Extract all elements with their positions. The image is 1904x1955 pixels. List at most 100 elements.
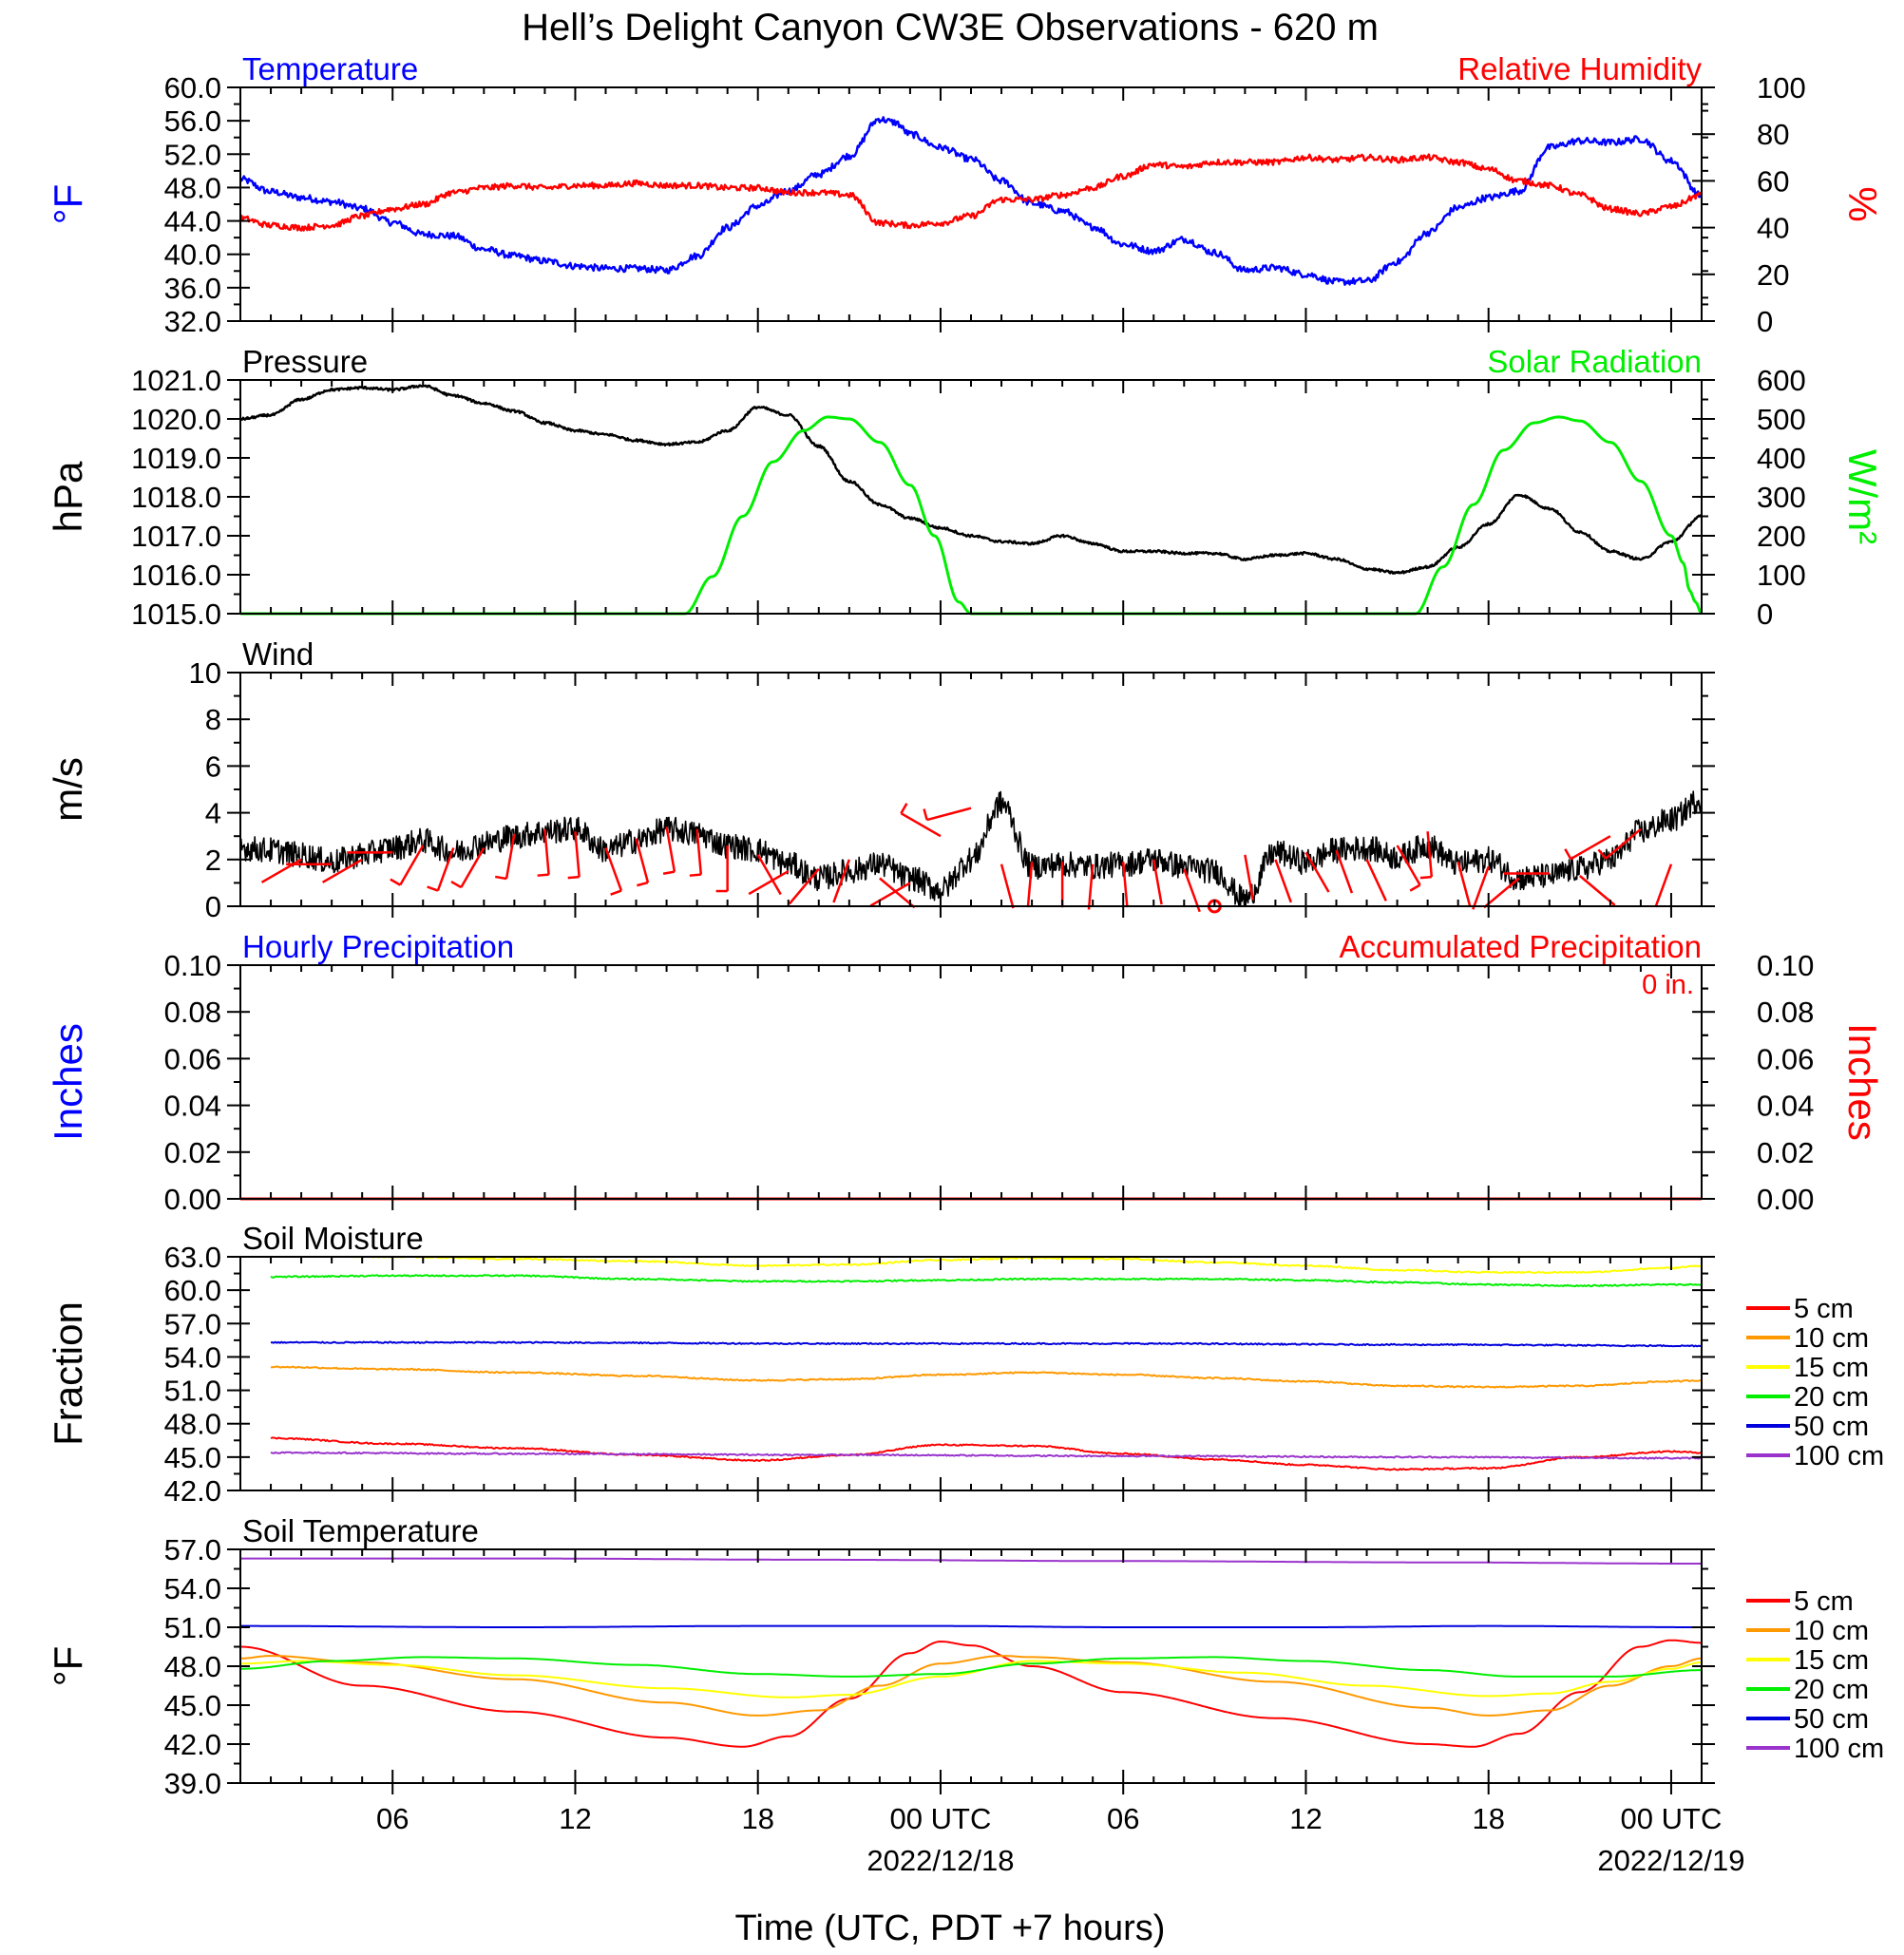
soil-temperature-line (240, 1656, 1702, 1678)
y-tick-label: 56.0 (164, 104, 221, 138)
panel-title-left: Pressure (242, 344, 368, 379)
lines-layer (238, 116, 1704, 1748)
wind-barb (879, 877, 916, 909)
wind-barb (756, 854, 782, 896)
y-tick-label: 1018.0 (131, 481, 221, 514)
x-tick-label: 18 (741, 1802, 773, 1835)
y2-tick-label: 0.06 (1757, 1042, 1814, 1075)
wind-barb (604, 847, 623, 892)
panel-title-left: Soil Moisture (242, 1221, 424, 1256)
y-tick-label: 45.0 (164, 1689, 221, 1722)
y-tick-label: 2 (205, 844, 221, 877)
wind-barb (926, 807, 972, 822)
y-tick-label: 0.04 (164, 1090, 221, 1123)
x-axis-label: Time (UTC, PDT +7 hours) (735, 1908, 1166, 1948)
y-tick-label: 10 (189, 656, 221, 690)
temperature-line (238, 116, 1703, 286)
y-tick-label: 44.0 (164, 205, 221, 238)
humidity-line (238, 153, 1704, 232)
y-tick-label: 0 (205, 890, 221, 923)
soil-temperature-panel-frame (239, 1548, 1703, 1784)
wind-barb-flag (537, 873, 549, 877)
y-tick-label: 42.0 (164, 1474, 221, 1508)
wind-barb (460, 846, 486, 888)
panel-title-right: Solar Radiation (1487, 344, 1702, 379)
accumulated-precip-total: 0 in. (1642, 970, 1694, 1000)
y-tick-label: 1020.0 (131, 403, 221, 436)
y-tick-label: 51.0 (164, 1375, 221, 1408)
y2-tick-label: 0.10 (1757, 949, 1814, 982)
y2-tick-label: 20 (1757, 258, 1789, 292)
y-axis-label: °F (46, 184, 90, 224)
soil-temperature-line (240, 1624, 1702, 1628)
soil-moisture-line (270, 1340, 1703, 1348)
wind-barb (436, 847, 455, 892)
wind-barb-flag (610, 889, 622, 896)
wind-barb (1183, 868, 1201, 913)
y2-tick-label: 500 (1757, 403, 1806, 436)
y2-tick-label: 600 (1757, 364, 1806, 397)
y-tick-label: 0.08 (164, 996, 221, 1029)
y2-axis-label: W/m² (1840, 449, 1885, 544)
wind-barb (900, 812, 942, 838)
wind-barb-flag (1597, 848, 1608, 860)
y-tick-label: 6 (205, 750, 221, 783)
wind-barb (1244, 854, 1254, 901)
wind-barb (260, 858, 302, 883)
y-tick-label: 45.0 (164, 1441, 221, 1474)
x-tick-label: 12 (559, 1802, 591, 1835)
y-tick-label: 54.0 (164, 1340, 221, 1374)
y-tick-label: 52.0 (164, 138, 221, 171)
y-axis-label: hPa (46, 461, 90, 532)
wind-barb (1472, 865, 1490, 910)
panel-title-left: Wind (242, 636, 314, 672)
y2-tick-label: 200 (1757, 520, 1806, 553)
wind-barb (748, 870, 790, 896)
wind-barb (1396, 845, 1421, 886)
y2-tick-label: 60 (1757, 164, 1789, 198)
x-tick-label: 00 UTC (1621, 1802, 1723, 1835)
wind-barb (1304, 851, 1330, 893)
soil-temperature-line (240, 1639, 1702, 1748)
legend-label: 100 cm (1794, 1734, 1884, 1764)
y-tick-label: 1021.0 (131, 364, 221, 397)
y-axis-label: m/s (46, 757, 90, 822)
wind-barb-flag (923, 808, 928, 821)
y-tick-label: 0.10 (164, 949, 221, 982)
wind-barb (543, 828, 550, 875)
y2-axis-label: Inches (1840, 1023, 1885, 1141)
wind-barb-flag (1419, 875, 1432, 880)
wind-barb-flag (689, 873, 701, 877)
y-tick-label: 60.0 (164, 1274, 221, 1307)
wind-barb-flag (900, 803, 908, 814)
wind-barb (505, 833, 516, 880)
soil-temperature-line (240, 1557, 1702, 1565)
x-tick-date: 2022/12/18 (866, 1844, 1014, 1877)
pressure-solar-panel-frame (239, 379, 1703, 615)
y2-tick-label: 0 (1757, 305, 1773, 338)
y-tick-label: 63.0 (164, 1241, 221, 1274)
y2-tick-label: 0.02 (1757, 1136, 1814, 1169)
soil-moisture-line (270, 1451, 1703, 1460)
wind-barb (635, 838, 650, 883)
wind-barb (832, 859, 851, 903)
wind-barb (1579, 875, 1616, 906)
panel-title-right: Accumulated Precipitation (1339, 929, 1702, 964)
y2-tick-label: 80 (1757, 118, 1789, 151)
y-tick-label: 51.0 (164, 1611, 221, 1644)
wind-barb-flag (495, 875, 507, 881)
y-axis-label: Fraction (46, 1301, 90, 1446)
wind-barb-flag (662, 870, 676, 875)
y2-tick-label: 100 (1757, 71, 1806, 104)
x-tick-label: 12 (1289, 1802, 1322, 1835)
soil-moisture-line (270, 1436, 1703, 1471)
y-tick-label: 4 (205, 797, 221, 830)
x-tick-label: 06 (1107, 1802, 1139, 1835)
wind-speed-line (239, 790, 1703, 907)
y-axis-label: °F (46, 1646, 90, 1686)
wind-barb (1335, 849, 1354, 894)
y2-tick-label: 100 (1757, 559, 1806, 592)
legend-label: 20 cm (1794, 1382, 1869, 1413)
wind-barb (1274, 859, 1293, 903)
